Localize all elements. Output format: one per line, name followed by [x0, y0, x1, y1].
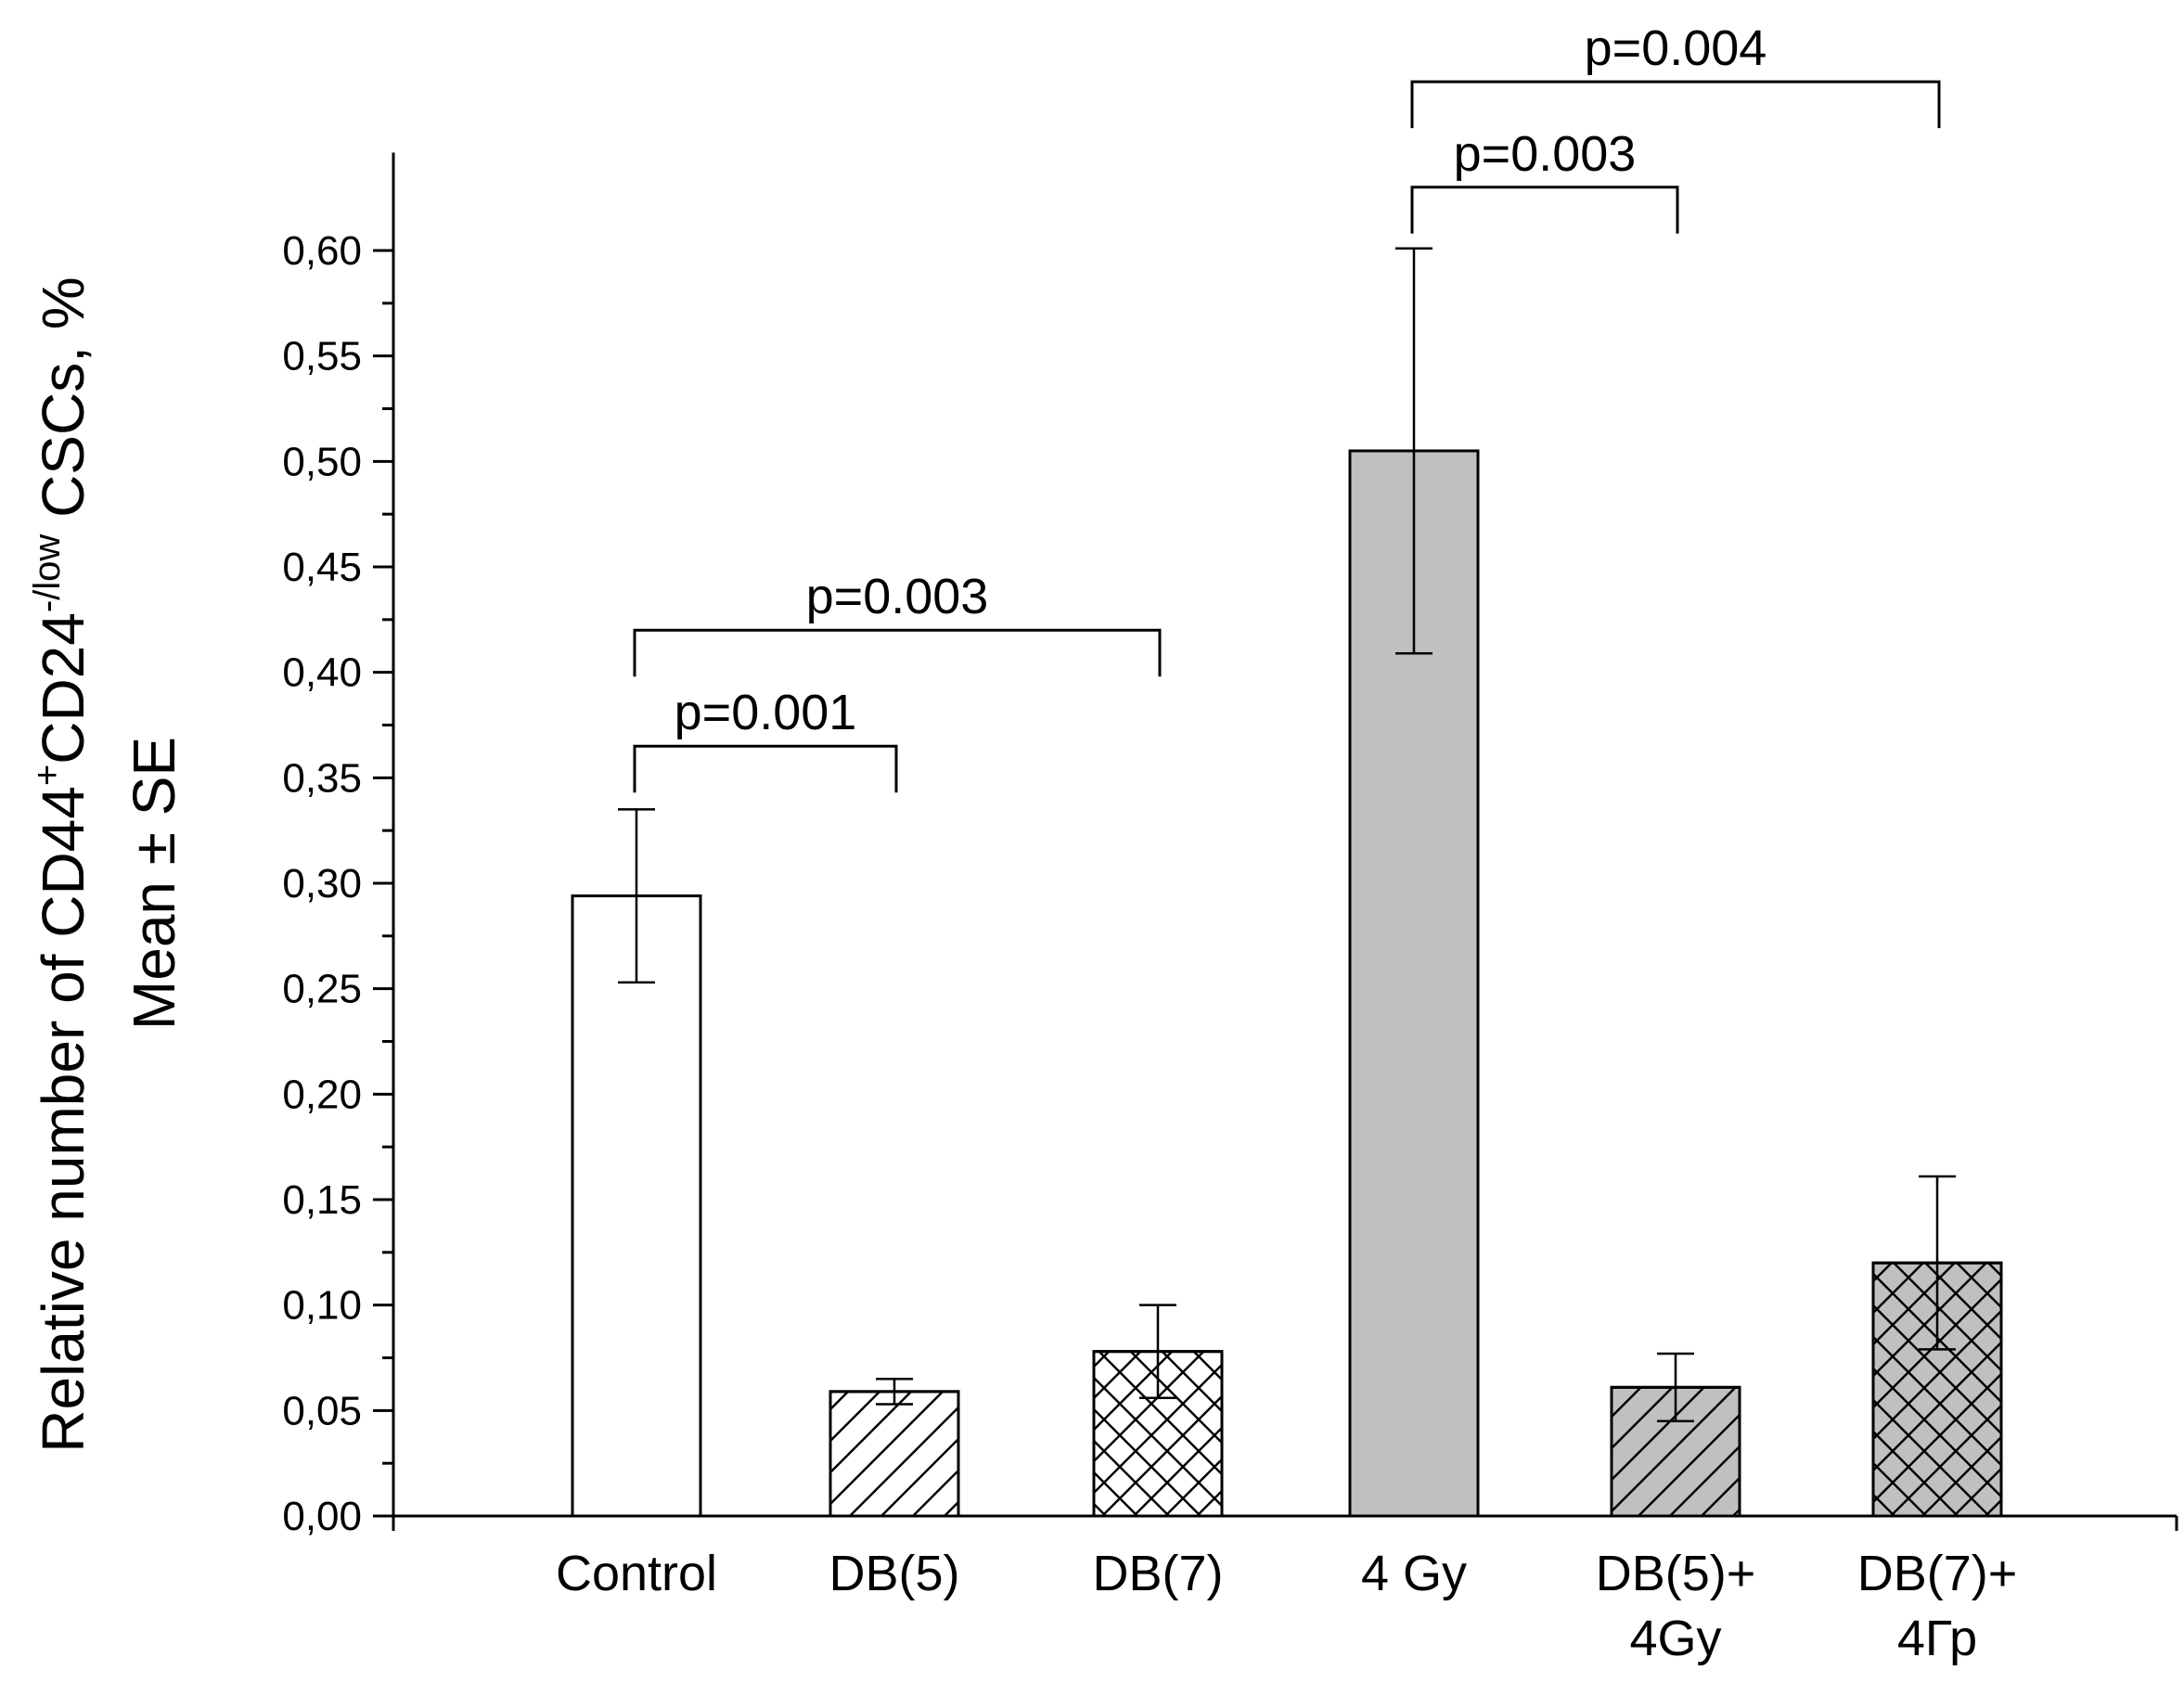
- plot-area: 0,00 0,05 0,10 0,15 0,20 0,25 0,30 0,35 0,40 0,45…: [282, 20, 2178, 1666]
- significance-label: p=0.003: [806, 569, 989, 624]
- y-tick-label: 0,10: [282, 1283, 362, 1329]
- category-label-line2: 4Gy: [1629, 1611, 1721, 1666]
- bar: [571, 894, 702, 1518]
- category-label: Control: [556, 1546, 717, 1601]
- y-tick-label: 0,40: [282, 650, 362, 696]
- y-axis-title-line1: Relative number of CD44+CD24-/low CSCs, …: [27, 276, 96, 1452]
- category-label-line2: 4Гр: [1897, 1611, 1977, 1666]
- y-axis-title: Relative number of CD44+CD24-/low CSCs, …: [27, 276, 187, 1452]
- y-axis-title-line2: Mean ± SE: [121, 737, 187, 1030]
- y-tick-label: 0,55: [282, 334, 362, 379]
- y-tick-label: 0,45: [282, 545, 362, 590]
- category-label: DB(5): [829, 1546, 959, 1601]
- y-tick-label: 0,15: [282, 1177, 362, 1223]
- category-label: DB(5)+: [1596, 1546, 1756, 1601]
- category-label: DB(7): [1092, 1546, 1223, 1601]
- significance-label: p=0.001: [674, 685, 857, 740]
- y-tick-label: 0,00: [282, 1494, 362, 1539]
- y-tick-label: 0,25: [282, 967, 362, 1012]
- y-tick-label: 0,05: [282, 1388, 362, 1433]
- significance-bracket: [633, 744, 898, 793]
- y-tick-label: 0,60: [282, 228, 362, 274]
- significance-label: p=0.004: [1585, 20, 1767, 76]
- bar-pattern: [829, 1390, 960, 1518]
- y-tick-label: 0,35: [282, 755, 362, 801]
- significance-bracket: [1410, 186, 1679, 234]
- significance-bracket: [1410, 80, 1941, 129]
- category-label: DB(7)+: [1857, 1546, 2018, 1601]
- significance-label: p=0.003: [1454, 126, 1637, 182]
- category-label: 4 Gy: [1361, 1546, 1467, 1601]
- significance-bracket: [633, 628, 1162, 677]
- y-tick-label: 0,20: [282, 1072, 362, 1117]
- y-tick-label: 0,50: [282, 439, 362, 484]
- y-tick-label: 0,30: [282, 861, 362, 906]
